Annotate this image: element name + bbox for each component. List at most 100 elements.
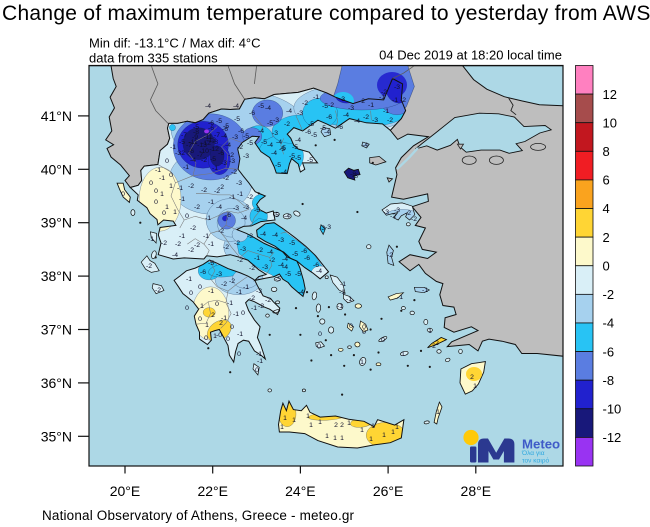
svg-text:-1: -1 xyxy=(233,311,239,318)
svg-text:-2: -2 xyxy=(146,263,152,270)
svg-text:-6: -6 xyxy=(603,344,615,359)
svg-text:-2: -2 xyxy=(381,89,387,96)
svg-text:-7: -7 xyxy=(186,142,192,149)
svg-text:-1: -1 xyxy=(186,276,192,283)
svg-text:0: 0 xyxy=(165,158,169,165)
svg-text:-1: -1 xyxy=(183,164,189,171)
svg-text:-6: -6 xyxy=(238,128,244,135)
svg-text:-1: -1 xyxy=(256,351,262,358)
svg-text:-7: -7 xyxy=(181,132,187,139)
svg-text:1: 1 xyxy=(200,303,204,310)
svg-text:-4: -4 xyxy=(233,103,239,110)
svg-text:-2: -2 xyxy=(284,121,290,128)
svg-text:-2: -2 xyxy=(359,98,365,105)
svg-text:1: 1 xyxy=(340,435,344,442)
svg-text:0: 0 xyxy=(349,323,353,330)
svg-text:-4: -4 xyxy=(272,232,278,239)
svg-text:-5: -5 xyxy=(292,144,298,151)
svg-text:τον καιρό: τον καιρό xyxy=(522,457,550,465)
svg-text:-5: -5 xyxy=(322,103,328,110)
svg-text:-3: -3 xyxy=(232,134,238,141)
svg-text:-1: -1 xyxy=(339,289,345,296)
svg-text:-4: -4 xyxy=(260,231,266,238)
svg-text:-5: -5 xyxy=(320,125,326,132)
svg-text:-3: -3 xyxy=(394,207,400,214)
svg-text:-1: -1 xyxy=(368,102,374,109)
svg-text:-1: -1 xyxy=(337,303,343,310)
svg-text:-4: -4 xyxy=(282,264,288,271)
svg-text:-3: -3 xyxy=(273,117,279,124)
svg-text:-6: -6 xyxy=(200,269,206,276)
svg-text:-2: -2 xyxy=(390,213,396,220)
svg-text:0: 0 xyxy=(362,329,366,336)
svg-text:0: 0 xyxy=(255,367,259,374)
svg-text:-2: -2 xyxy=(405,210,411,217)
svg-text:40°N: 40°N xyxy=(41,161,72,177)
svg-text:-8: -8 xyxy=(352,173,358,180)
svg-text:1: 1 xyxy=(436,409,440,416)
svg-text:-4: -4 xyxy=(267,249,273,256)
svg-text:-2: -2 xyxy=(363,114,369,121)
svg-text:26°E: 26°E xyxy=(373,483,404,499)
svg-text:-3: -3 xyxy=(240,246,246,253)
svg-text:-4: -4 xyxy=(267,142,273,149)
svg-text:-2: -2 xyxy=(221,281,227,288)
svg-text:-6: -6 xyxy=(313,262,319,269)
svg-text:0: 0 xyxy=(154,188,158,195)
svg-text:-7: -7 xyxy=(214,132,220,139)
svg-text:-2: -2 xyxy=(237,144,243,151)
svg-text:-4: -4 xyxy=(343,112,349,119)
svg-text:1: 1 xyxy=(165,204,169,211)
svg-text:-1: -1 xyxy=(257,358,263,365)
svg-text:-1: -1 xyxy=(237,331,243,338)
svg-text:-2: -2 xyxy=(387,252,393,259)
svg-text:-6: -6 xyxy=(208,120,214,127)
svg-text:2: 2 xyxy=(219,320,223,327)
svg-text:-2: -2 xyxy=(228,152,234,159)
svg-text:38°N: 38°N xyxy=(41,268,72,284)
svg-text:0: 0 xyxy=(362,324,366,331)
svg-text:0: 0 xyxy=(215,301,219,308)
svg-text:-7: -7 xyxy=(197,152,203,159)
svg-text:-4: -4 xyxy=(190,157,196,164)
svg-text:-1: -1 xyxy=(155,167,161,174)
svg-text:-1: -1 xyxy=(251,305,257,312)
svg-text:-5: -5 xyxy=(210,156,216,163)
svg-text:-3: -3 xyxy=(247,233,253,240)
svg-text:-2: -2 xyxy=(265,297,271,304)
svg-text:-2: -2 xyxy=(411,216,417,223)
svg-text:39°N: 39°N xyxy=(41,215,72,231)
svg-text:-4: -4 xyxy=(225,142,231,149)
svg-text:-1: -1 xyxy=(397,294,403,301)
svg-text:-1: -1 xyxy=(229,194,235,201)
svg-text:-4: -4 xyxy=(265,105,271,112)
svg-text:-2: -2 xyxy=(190,225,196,232)
svg-text:35°N: 35°N xyxy=(41,428,72,444)
svg-text:0: 0 xyxy=(149,180,153,187)
svg-text:0: 0 xyxy=(318,331,322,338)
svg-text:National Observatory of Athens: National Observatory of Athens, Greece -… xyxy=(42,508,355,523)
svg-text:0: 0 xyxy=(204,335,208,342)
svg-text:-2: -2 xyxy=(161,240,167,247)
svg-text:1: 1 xyxy=(325,433,329,440)
svg-text:-5: -5 xyxy=(279,146,285,153)
svg-text:-1: -1 xyxy=(422,287,428,294)
svg-text:2: 2 xyxy=(340,422,344,429)
svg-text:-5: -5 xyxy=(208,260,214,267)
svg-text:-5: -5 xyxy=(285,271,291,278)
svg-text:1: 1 xyxy=(333,435,337,442)
svg-text:-4: -4 xyxy=(354,118,360,125)
svg-text:-2: -2 xyxy=(302,100,308,107)
svg-text:-3: -3 xyxy=(216,271,222,278)
svg-text:-3: -3 xyxy=(325,224,331,231)
svg-text:-6: -6 xyxy=(218,150,224,157)
svg-text:24°E: 24°E xyxy=(285,483,316,499)
svg-text:-4: -4 xyxy=(316,268,322,275)
svg-text:-11: -11 xyxy=(188,139,198,146)
svg-text:2: 2 xyxy=(435,340,439,347)
svg-text:-8: -8 xyxy=(193,129,199,136)
svg-text:-0: -0 xyxy=(216,332,222,339)
svg-text:-2: -2 xyxy=(234,240,240,247)
svg-text:1: 1 xyxy=(371,423,375,430)
svg-text:-4: -4 xyxy=(603,316,615,331)
